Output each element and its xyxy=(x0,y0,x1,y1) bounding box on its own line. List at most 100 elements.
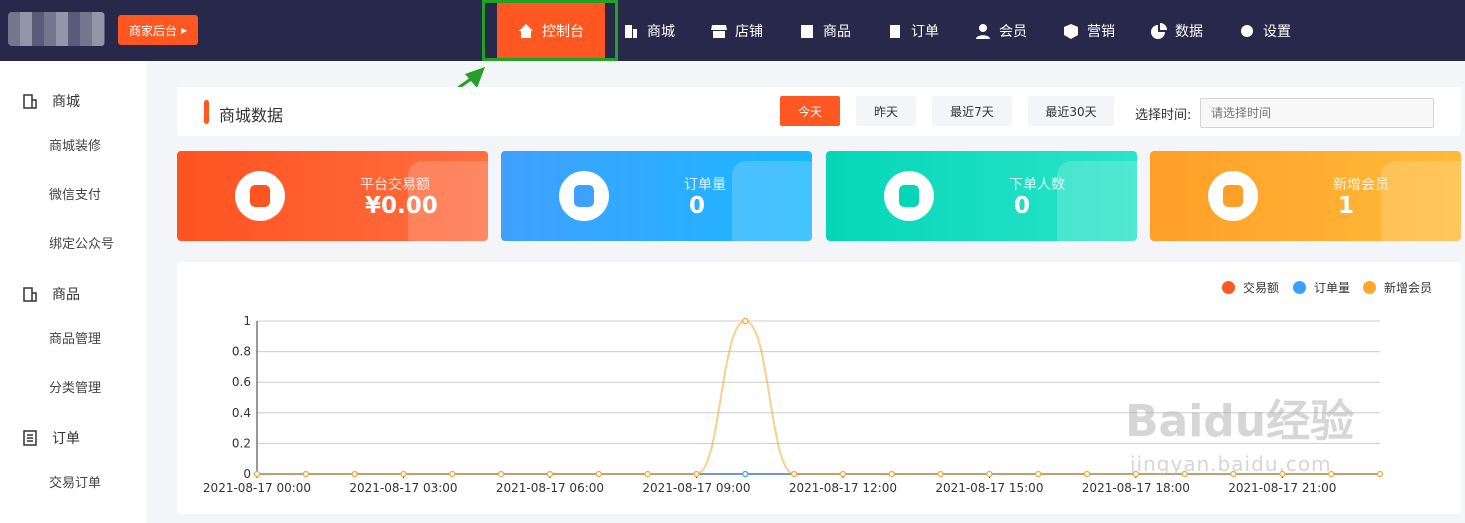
top-header: 商家后台 ▸ 控制台 商城 店铺 商品 订单 会员 营销 数据 设置 xyxy=(0,0,1465,61)
diamond-icon xyxy=(1208,171,1258,221)
sidebar-item[interactable]: 绑定公众号 xyxy=(49,237,115,252)
data-point xyxy=(986,470,993,478)
sidebar-group-1[interactable]: 商品 xyxy=(22,284,80,304)
clipboard-icon xyxy=(559,171,609,221)
card-decoration xyxy=(732,161,812,241)
filter-button-0[interactable]: 今天 xyxy=(780,96,840,126)
list-icon xyxy=(23,430,37,446)
sidebar-item[interactable]: 分类管理 xyxy=(49,381,102,396)
time-label: 选择时间: xyxy=(1135,108,1192,123)
page-title: 商城数据 xyxy=(219,106,284,125)
sidebar-item[interactable]: 商品管理 xyxy=(49,332,102,347)
x-tick-label: 2021-08-17 09:00 xyxy=(642,481,750,495)
data-point xyxy=(888,470,895,478)
pie-icon xyxy=(1151,22,1167,39)
data-point xyxy=(498,470,505,478)
x-tick-label: 2021-08-17 03:00 xyxy=(349,481,457,495)
legend-item[interactable]: 交易额 xyxy=(1222,279,1279,296)
nav-item-4[interactable]: 订单 xyxy=(869,0,957,61)
nav-item-1[interactable]: 商城 xyxy=(605,0,693,61)
merchant-backend-button[interactable]: 商家后台 ▸ xyxy=(118,15,198,45)
data-point xyxy=(790,470,798,478)
filter-button-1[interactable]: 昨天 xyxy=(856,96,916,126)
home-icon xyxy=(519,23,533,38)
y-tick-label: 0.2 xyxy=(232,436,251,450)
legend-dot xyxy=(1363,281,1376,294)
watermark-url: jingyan.baidu.com xyxy=(1130,452,1332,476)
annotation-highlight-box xyxy=(482,0,618,61)
x-tick-label: 2021-08-17 21:00 xyxy=(1228,481,1336,495)
filter-button-3[interactable]: 最近30天 xyxy=(1028,96,1114,126)
y-tick-label: 0.8 xyxy=(232,345,251,359)
nav-item-8[interactable]: 设置 xyxy=(1221,0,1309,61)
x-tick-label: 2021-08-17 06:00 xyxy=(496,481,604,495)
data-point xyxy=(253,470,261,478)
logo xyxy=(8,12,105,46)
x-tick-label: 2021-08-17 00:00 xyxy=(203,481,311,495)
chart-panel xyxy=(177,262,1461,514)
nav-item-7[interactable]: 数据 xyxy=(1133,0,1221,61)
x-tick-label: 2021-08-17 18:00 xyxy=(1082,481,1190,495)
sidebar: 商城商城装修微信支付绑定公众号商品商品管理分类管理订单交易订单 xyxy=(0,61,147,523)
sidebar-group-0[interactable]: 商城 xyxy=(22,91,80,111)
legend-item[interactable]: 订单量 xyxy=(1293,279,1350,296)
data-point xyxy=(1328,470,1335,478)
cart-icon xyxy=(884,171,934,221)
stat-card: 下单人数 0 xyxy=(826,151,1137,241)
data-point xyxy=(839,470,847,478)
data-point xyxy=(742,470,749,478)
data-point xyxy=(644,470,651,478)
money-bag-icon xyxy=(235,171,285,221)
sidebar-item[interactable]: 商城装修 xyxy=(49,139,102,154)
data-point xyxy=(937,470,944,478)
card-decoration xyxy=(1381,161,1461,241)
filter-button-2[interactable]: 最近7天 xyxy=(932,96,1012,126)
data-point xyxy=(595,470,602,478)
nav-item-5[interactable]: 会员 xyxy=(957,0,1045,61)
building-icon xyxy=(625,24,637,38)
y-tick-label: 0.6 xyxy=(232,375,251,389)
nav-item-2[interactable]: 店铺 xyxy=(693,0,781,61)
data-point xyxy=(1181,470,1188,478)
card-decoration xyxy=(408,161,488,241)
data-point xyxy=(742,317,749,325)
sidebar-item[interactable]: 交易订单 xyxy=(49,476,102,491)
sidebar-item[interactable]: 微信支付 xyxy=(49,188,102,203)
stat-card: 订单量 0 xyxy=(501,151,812,241)
data-point xyxy=(546,470,554,478)
bag-icon xyxy=(23,287,37,302)
data-point xyxy=(1230,470,1237,478)
legend-item[interactable]: 新增会员 xyxy=(1363,279,1432,296)
x-tick-label: 2021-08-17 12:00 xyxy=(789,481,897,495)
data-point xyxy=(1279,470,1286,478)
data-point xyxy=(449,470,456,478)
user-icon xyxy=(976,23,990,39)
card-decoration xyxy=(1057,161,1137,241)
y-tick-label: 1 xyxy=(243,314,251,328)
time-picker-input[interactable] xyxy=(1200,98,1434,128)
caret-right-icon: ▸ xyxy=(180,23,188,37)
data-point xyxy=(1132,470,1139,478)
y-tick-label: 0.4 xyxy=(232,406,251,420)
data-point xyxy=(1083,470,1091,478)
cube-icon xyxy=(1064,23,1078,39)
nav-item-3[interactable]: 商品 xyxy=(781,0,869,61)
gear-icon xyxy=(1241,24,1253,37)
stat-card: 平台交易额 ¥0.00 xyxy=(177,151,488,241)
building-icon xyxy=(23,94,37,109)
data-point xyxy=(302,470,309,478)
nav-item-0[interactable]: 控制台 xyxy=(497,0,605,61)
legend-dot xyxy=(1222,281,1235,294)
data-point xyxy=(1035,470,1042,478)
sidebar-group-2[interactable]: 订单 xyxy=(22,428,80,448)
data-point xyxy=(693,470,700,478)
nav-item-6[interactable]: 营销 xyxy=(1045,0,1133,61)
top-nav: 控制台 商城 店铺 商品 订单 会员 营销 数据 设置 xyxy=(497,0,1309,61)
y-tick-label: 0 xyxy=(243,467,251,481)
clipboard-icon xyxy=(890,24,900,38)
stat-card: 新增会员 1 xyxy=(1150,151,1461,241)
title-accent xyxy=(204,100,209,124)
data-point xyxy=(351,470,358,478)
store-icon xyxy=(711,24,727,38)
